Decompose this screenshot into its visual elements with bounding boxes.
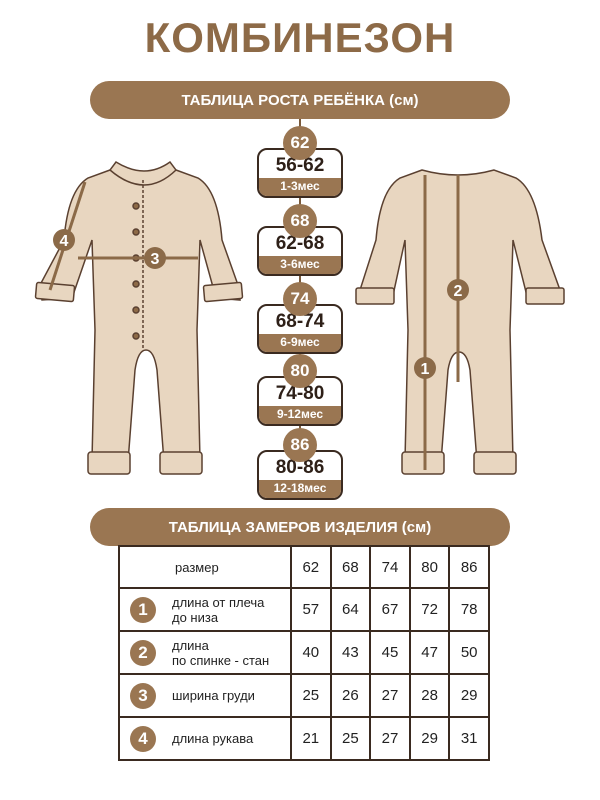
size-badge: 86 [283,428,317,462]
table-cell: 67 [369,587,411,632]
height-range: 56-62 [275,155,325,176]
table-cell: 25 [290,673,332,718]
table-cell: 64 [329,587,372,632]
table-cell: 45 [369,630,411,675]
age-range: 3-6мес [259,256,341,274]
height-range: 62-68 [275,233,325,254]
table-cell: 31 [448,716,490,761]
marker-1: 1 [421,361,430,378]
measure-table-header: ТАБЛИЦА ЗАМЕРОВ ИЗДЕЛИЯ (см) [90,508,510,546]
table-cell: 28 [408,673,451,718]
age-range: 12-18мес [259,480,341,498]
size-badge: 68 [283,204,317,238]
row-number-icon: 4 [130,725,156,752]
measure-table: размер 62 68 74 80 86 1 длина от плеча до … [118,545,490,761]
table-cell: 29 [408,716,451,761]
size-badge: 62 [283,126,317,160]
row-number-icon: 1 [130,596,156,623]
height-range: 74-80 [275,383,325,404]
front-garment [34,160,244,475]
table-row: 3 ширина груди 25 26 27 28 29 [118,673,490,718]
table-header-row: размер 62 68 74 80 86 [118,545,490,589]
table-cell: 26 [329,673,372,718]
marker-2: 2 [454,283,463,300]
row-number-icon: 2 [130,639,156,666]
table-cell: 21 [290,716,332,761]
table-row: 4 длина рукава 21 25 27 29 31 [118,716,490,761]
marker-4: 4 [60,233,69,250]
size-badge: 80 [283,354,317,388]
table-cell: 72 [408,587,451,632]
row-number-icon: 3 [130,682,156,709]
table-row: 1 длина от плеча до низа 57 64 67 72 78 [118,587,490,632]
table-cell: 78 [448,587,490,632]
height-range: 68-74 [275,311,325,332]
table-cell: 57 [290,587,332,632]
table-cell: 27 [369,673,411,718]
back-garment [355,169,565,475]
table-cell: 29 [448,673,490,718]
table-row: 2 длина по спинке - стан 40 43 45 47 50 [118,630,490,675]
table-cell: 43 [329,630,372,675]
page-title: КОМБИНЕЗОН [144,14,456,61]
table-cell: 40 [290,630,332,675]
table-cell: 50 [448,630,490,675]
table-cell: 47 [408,630,451,675]
height-range: 80-86 [275,457,325,478]
age-range: 1-3мес [259,178,341,196]
table-cell: 25 [329,716,372,761]
table-cell: 27 [369,716,411,761]
growth-table-header: ТАБЛИЦА РОСТА РЕБЁНКА (см) [90,81,510,119]
age-range: 6-9мес [259,334,341,352]
marker-3: 3 [151,251,160,268]
age-range: 9-12мес [259,406,341,424]
size-badge: 74 [283,282,317,316]
